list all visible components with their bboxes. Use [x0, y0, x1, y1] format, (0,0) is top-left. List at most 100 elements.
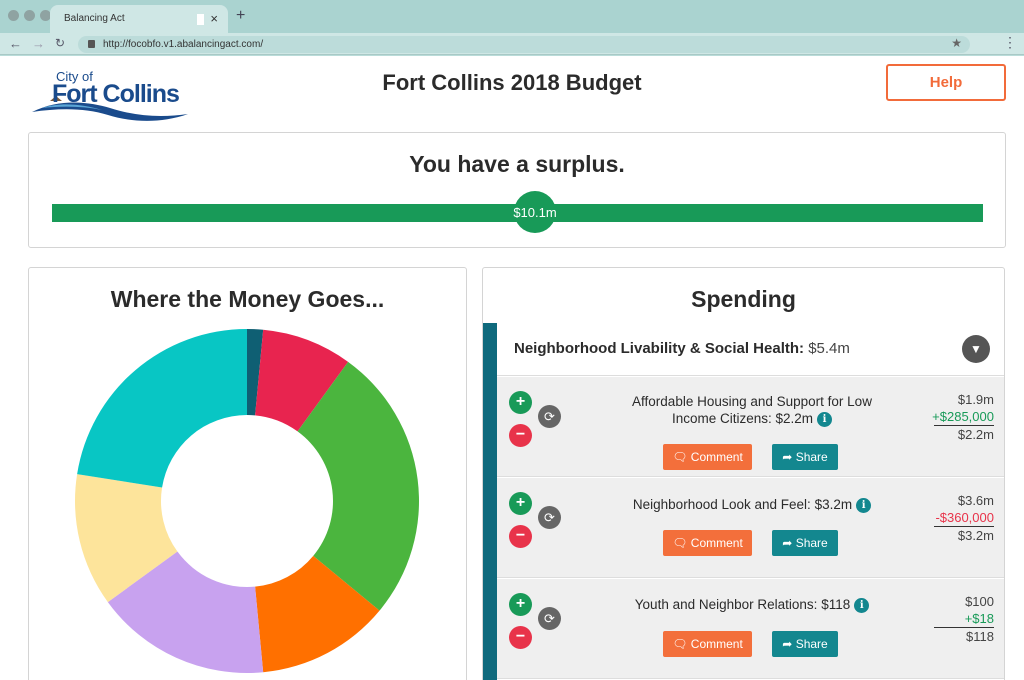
info-icon[interactable]: i [854, 598, 870, 613]
spending-panel: Spending Neighborhood Livability & Socia… [482, 267, 1005, 680]
logo-graphic: City of Fort Collins [32, 69, 188, 121]
category-label: Neighborhood Livability & Social Health: [514, 340, 805, 357]
donut-slice-4[interactable] [255, 555, 380, 673]
category-name: Neighborhood Livability & Social Health:… [514, 340, 850, 357]
lock-icon [88, 40, 95, 48]
chevron-down-icon[interactable]: ▼ [962, 335, 990, 363]
address-bar: ← → ↻ http://focobfo.v1.abalancingact.co… [0, 33, 1024, 55]
reset-icon[interactable]: ⟳ [538, 607, 561, 630]
change-value: +$18 [964, 611, 994, 626]
money-chart-panel: Where the Money Goes... [28, 267, 467, 680]
browser-tab[interactable]: Balancing Act × [50, 5, 228, 33]
item-amount: $118 [821, 597, 851, 612]
donut-slice-1[interactable] [247, 329, 264, 416]
increase-button[interactable]: + [509, 593, 532, 616]
reset-icon[interactable]: ⟳ [538, 405, 561, 428]
donut-slice-6[interactable] [75, 474, 178, 603]
comment-button[interactable]: 🗨 Comment [663, 444, 752, 470]
comment-label: Comment [690, 637, 743, 651]
svg-text:Fort Collins: Fort Collins [52, 80, 179, 108]
comment-button[interactable]: 🗨 Comment [663, 530, 752, 556]
comment-icon: 🗨 [672, 536, 688, 550]
base-value: $1.9m [957, 392, 994, 407]
comment-icon: 🗨 [672, 450, 688, 464]
change-value: +$285,000 [932, 409, 994, 424]
surplus-title: You have a surplus. [409, 151, 625, 177]
balance-indicator [514, 191, 556, 233]
share-button[interactable]: ➦ Share [772, 631, 838, 657]
share-label: Share [795, 637, 828, 651]
browser-tab-bar: Balancing Act × + [0, 0, 1024, 33]
item-values: $3.6m -$360,000 $3.2m [894, 492, 994, 544]
tab-favicon [197, 14, 204, 25]
share-icon: ➦ [782, 536, 793, 550]
page: City of Fort Collins Fort Collins 2018 B… [0, 56, 1024, 680]
info-icon[interactable]: i [856, 498, 872, 513]
spending-title: Spending [691, 286, 796, 312]
item-name: Neighborhood Look and Feel: [632, 497, 811, 512]
list-item: + − ⟳ Youth and Neighbor Relations: $118… [497, 579, 1004, 679]
forward-arrow-icon[interactable]: → [32, 36, 45, 51]
city-logo[interactable]: City of Fort Collins [30, 68, 190, 126]
item-label: Affordable Housing and Support for Low I… [617, 393, 887, 427]
reload-icon[interactable]: ↻ [55, 36, 66, 50]
browser-menu-icon[interactable]: ⋮ [1003, 34, 1017, 50]
total-value: $3.2m [934, 526, 994, 544]
tab-title: Balancing Act [64, 13, 125, 24]
category-header[interactable]: Neighborhood Livability & Social Health:… [497, 323, 1004, 376]
increase-button[interactable]: + [509, 492, 532, 515]
page-title: Fort Collins 2018 Budget [382, 70, 642, 95]
total-value: $118 [934, 627, 994, 645]
bookmark-star-icon[interactable]: ★ [951, 36, 962, 50]
back-arrow-icon[interactable]: ← [9, 36, 22, 51]
list-item: + − ⟳ Affordable Housing and Support for… [497, 377, 1004, 477]
share-button[interactable]: ➦ Share [772, 444, 838, 470]
new-tab-button[interactable]: + [236, 7, 246, 24]
minimize-window-button[interactable] [24, 10, 35, 21]
item-label: Youth and Neighbor Relations: $118 i [617, 596, 887, 613]
share-button[interactable]: ➦ Share [772, 530, 838, 556]
close-window-button[interactable] [8, 10, 19, 21]
donut-chart[interactable] [74, 328, 420, 674]
url-field[interactable]: http://focobfo.v1.abalancingact.com/ ★ [78, 36, 970, 53]
surplus-value: $10.1m [513, 205, 557, 220]
surplus-panel: You have a surplus. $10.1m [28, 132, 1006, 248]
help-button[interactable]: Help [886, 64, 1006, 101]
comment-icon: 🗨 [672, 637, 688, 651]
donut-slice-5[interactable] [107, 551, 264, 673]
info-icon[interactable]: i [817, 412, 833, 427]
url-text: http://focobfo.v1.abalancingact.com/ [103, 39, 264, 50]
item-values: $1.9m +$285,000 $2.2m [894, 391, 994, 443]
share-label: Share [795, 450, 828, 464]
comment-label: Comment [690, 536, 743, 550]
close-icon[interactable]: × [210, 11, 218, 26]
base-value: $100 [965, 594, 994, 609]
decrease-button[interactable]: − [509, 424, 532, 447]
share-icon: ➦ [782, 450, 793, 464]
total-value: $2.2m [934, 425, 994, 443]
decrease-button[interactable]: − [509, 525, 532, 548]
chart-title: Where the Money Goes... [110, 286, 385, 312]
item-name: Youth and Neighbor Relations: [634, 597, 818, 612]
comment-button[interactable]: 🗨 Comment [663, 631, 752, 657]
category-amount: $5.4m [808, 340, 850, 357]
base-value: $3.6m [957, 493, 994, 508]
donut-slice-3[interactable] [297, 361, 419, 611]
item-amount: $3.2m [814, 497, 853, 512]
increase-button[interactable]: + [509, 391, 532, 414]
share-label: Share [795, 536, 828, 550]
svg-text:City of: City of [56, 69, 93, 84]
comment-label: Comment [690, 450, 743, 464]
reset-icon[interactable]: ⟳ [538, 506, 561, 529]
donut-slice-7[interactable] [77, 329, 247, 488]
decrease-button[interactable]: − [509, 626, 532, 649]
item-amount: $2.2m [775, 411, 814, 426]
item-label: Neighborhood Look and Feel: $3.2m i [617, 496, 887, 513]
category-accent [483, 323, 497, 680]
zoom-window-button[interactable] [40, 10, 51, 21]
share-icon: ➦ [782, 637, 793, 651]
item-values: $100 +$18 $118 [894, 593, 994, 645]
list-item: + − ⟳ Neighborhood Look and Feel: $3.2m i… [497, 478, 1004, 578]
donut-slice-2[interactable] [255, 329, 349, 432]
item-name: Affordable Housing and Support for Low I… [632, 394, 872, 426]
